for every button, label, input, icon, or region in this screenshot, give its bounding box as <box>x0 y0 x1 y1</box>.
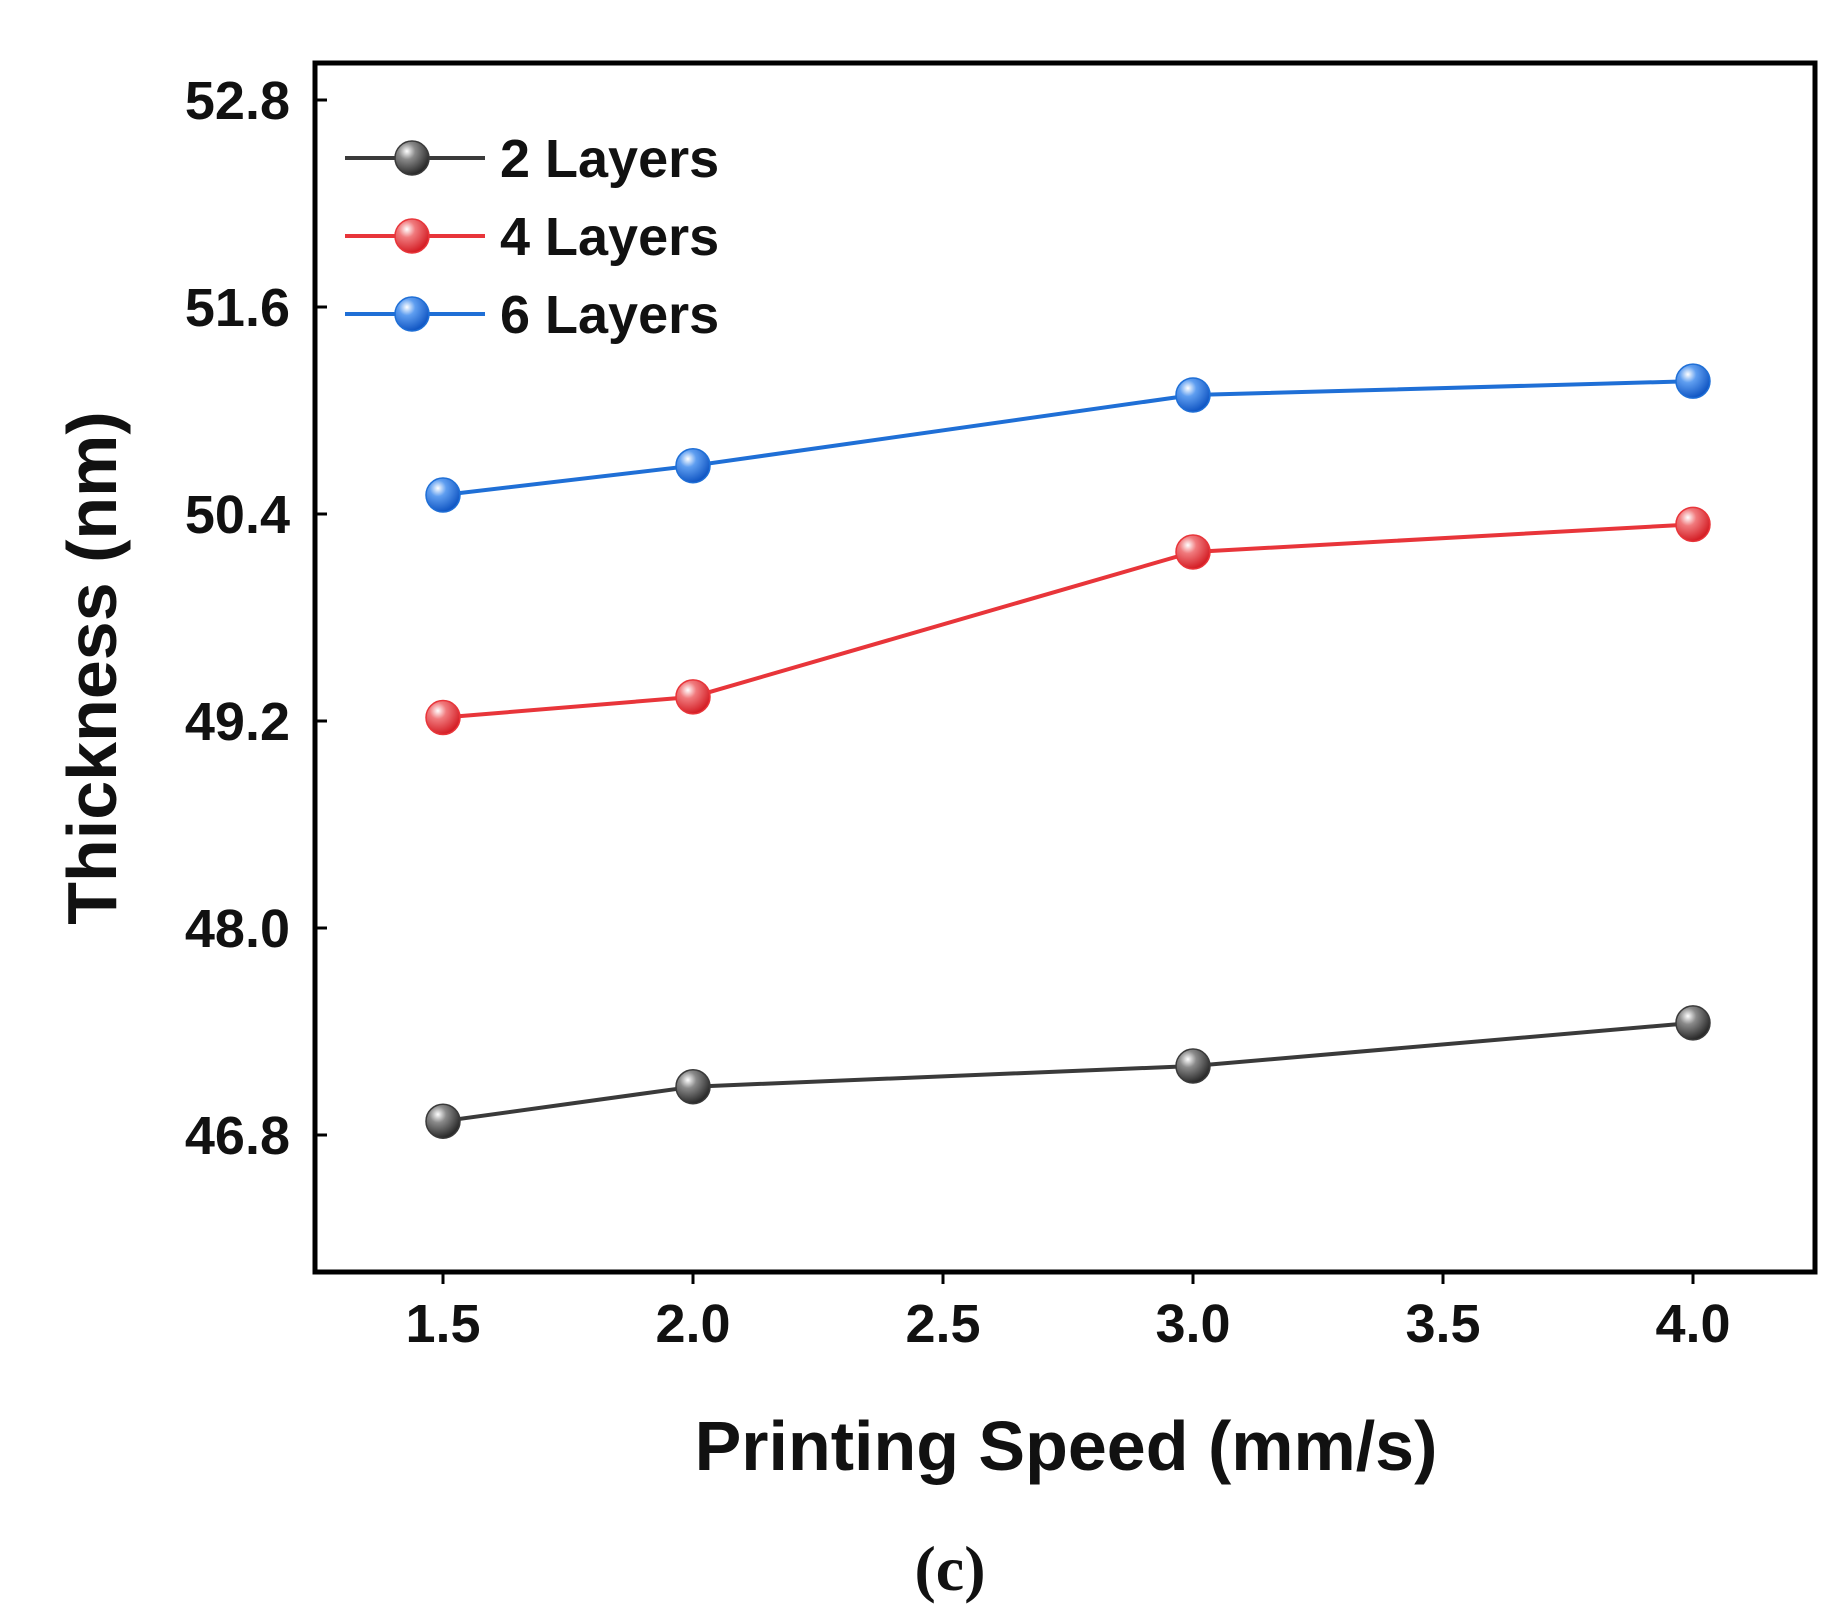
data-point-2-layers <box>425 1103 461 1139</box>
data-point-2-layers <box>675 1068 711 1105</box>
y-tick-label: 52.8 <box>185 71 290 131</box>
y-tick-label: 48.0 <box>185 899 290 959</box>
series-line-6-layers <box>442 379 1694 498</box>
y-tick-label: 50.4 <box>185 485 290 545</box>
x-tick-label: 2.0 <box>655 1294 730 1354</box>
data-point-4-layers <box>675 679 711 715</box>
x-tick-label: 3.5 <box>1405 1294 1480 1354</box>
data-point-4-layers <box>1675 506 1711 543</box>
legend-marker <box>394 140 430 176</box>
x-tick-label: 1.5 <box>405 1294 480 1354</box>
data-point-6-layers <box>675 447 711 484</box>
data-point-6-layers <box>1675 363 1711 399</box>
legend: 2 Layers 4 Layers 6 Layers <box>345 129 719 345</box>
data-point-2-layers <box>1175 1048 1211 1084</box>
data-point-6-layers <box>425 477 461 513</box>
series-line-4-layers <box>442 522 1694 720</box>
x-axis-ticks: 1.5 2.0 2.5 3.0 3.5 4.0 <box>405 1272 1731 1354</box>
legend-label: 4 Layers <box>500 207 719 267</box>
x-tick-label: 3.0 <box>1155 1294 1230 1354</box>
data-point-6-layers <box>1175 377 1211 413</box>
legend-marker <box>394 296 430 332</box>
y-tick-label: 49.2 <box>185 692 290 752</box>
y-axis-ticks: 46.8 48.0 49.2 50.4 51.6 52.8 <box>185 71 327 1166</box>
y-axis-title: Thickness (nm) <box>53 411 131 924</box>
legend-marker <box>394 218 430 254</box>
x-tick-label: 2.5 <box>905 1294 980 1354</box>
legend-label: 2 Layers <box>500 129 719 189</box>
series-layer <box>425 363 1711 1139</box>
data-point-4-layers <box>425 699 461 736</box>
y-tick-label: 51.6 <box>185 278 290 338</box>
legend-label: 6 Layers <box>500 285 719 345</box>
x-axis-title: Printing Speed (mm/s) <box>695 1407 1438 1485</box>
data-point-4-layers <box>1175 534 1211 570</box>
panel-caption: (c) <box>914 1533 985 1604</box>
plot-frame <box>312 60 1818 1275</box>
series-line-2-layers <box>442 1020 1694 1124</box>
y-tick-label: 46.8 <box>185 1106 290 1166</box>
data-point-2-layers <box>1675 1005 1711 1041</box>
x-tick-label: 4.0 <box>1655 1294 1730 1354</box>
